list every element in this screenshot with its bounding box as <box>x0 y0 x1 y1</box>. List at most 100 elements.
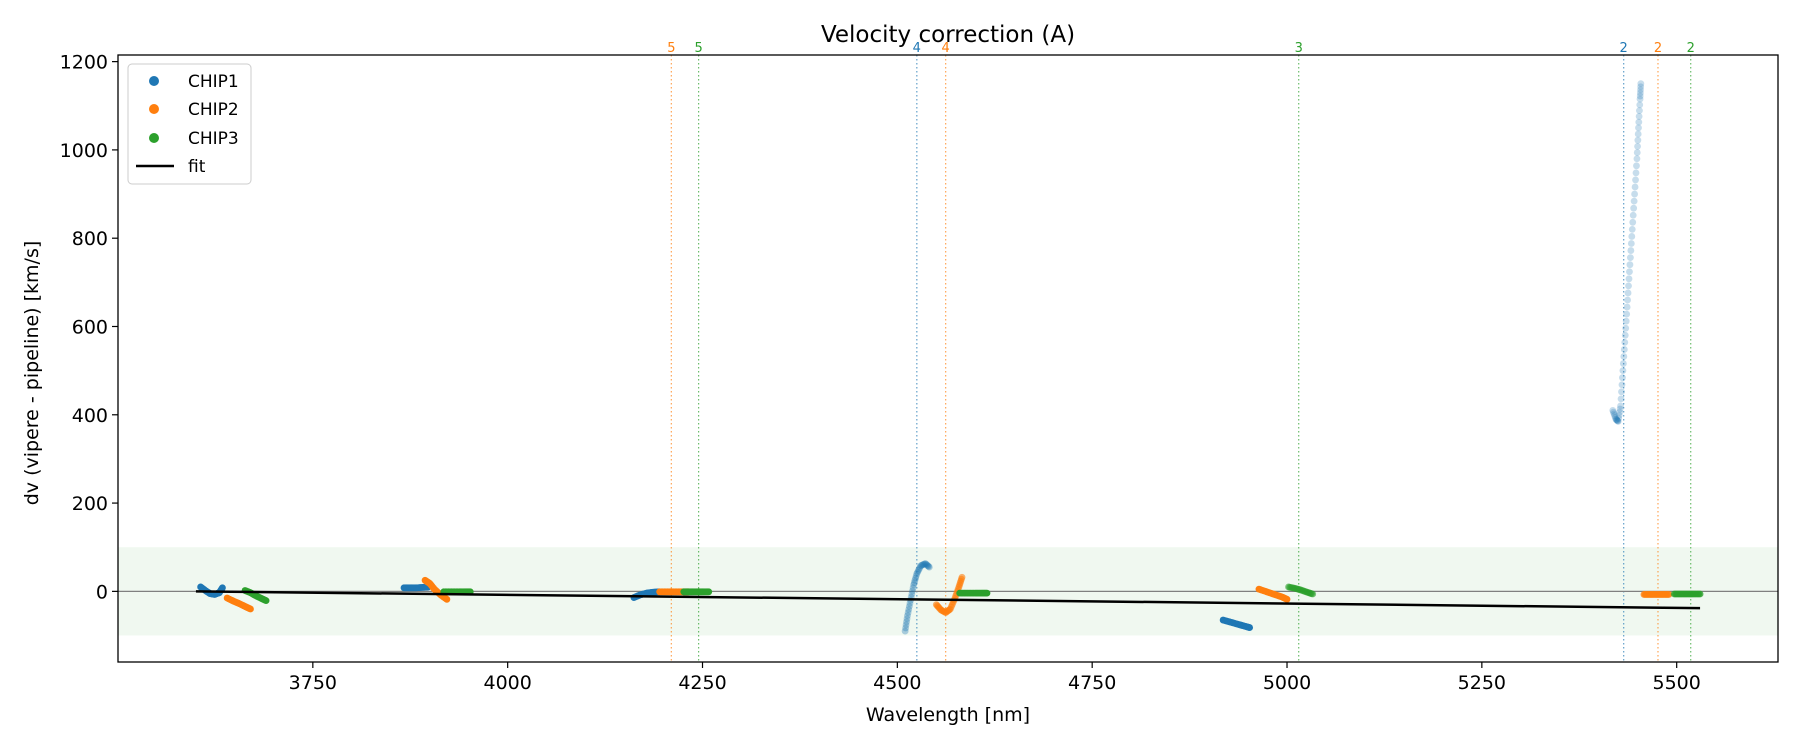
y-tick-label: 600 <box>72 316 108 338</box>
data-point <box>914 567 922 574</box>
data-point <box>1633 155 1641 163</box>
order-marker-label: 3 <box>1295 41 1303 56</box>
order-markers: 5 5 4 4 3 2 2 2 <box>667 41 1695 662</box>
data-point <box>912 572 920 580</box>
x-tick-label: 5500 <box>1653 672 1701 694</box>
data-point <box>1625 275 1633 283</box>
data-point <box>1632 169 1640 177</box>
x-tick-label: 4750 <box>1068 672 1116 694</box>
data-point <box>1629 211 1637 219</box>
data-point <box>443 595 451 603</box>
series-chip1-segment <box>1219 616 1254 631</box>
series-chip1-segment <box>1609 80 1645 425</box>
data-point <box>1309 590 1317 598</box>
data-point <box>915 565 923 573</box>
data-point <box>1634 142 1641 150</box>
data-point <box>906 599 914 607</box>
data-point <box>1626 254 1634 262</box>
data-point <box>1617 395 1625 403</box>
data-point <box>1626 268 1633 276</box>
legend-marker-chip1 <box>149 76 159 86</box>
data-point <box>1633 162 1640 170</box>
data-point <box>1618 388 1625 396</box>
data-point <box>925 563 933 571</box>
legend-label-chip3: CHIP3 <box>188 129 239 149</box>
data-point <box>902 621 910 629</box>
data-point <box>916 563 924 571</box>
data-point <box>1617 402 1624 410</box>
data-point <box>1622 317 1630 325</box>
y-tick-label: 800 <box>72 228 108 250</box>
order-marker-label: 2 <box>1687 41 1695 56</box>
x-tick-label: 5250 <box>1458 672 1506 694</box>
data-point <box>919 561 926 569</box>
data-point <box>1628 233 1636 240</box>
data-point <box>262 597 270 605</box>
data-point <box>1625 282 1632 290</box>
data-point <box>1631 190 1639 198</box>
y-axis-title: dv (vipere - pipeline) [km/s] <box>21 241 43 506</box>
data-point <box>1624 289 1632 297</box>
legend-frame <box>127 63 252 185</box>
data-point <box>1636 92 1644 100</box>
data-point <box>1610 410 1618 418</box>
data-point <box>1619 360 1627 367</box>
data-point <box>904 612 911 620</box>
data-point <box>1611 414 1619 421</box>
series-chip3-segment <box>1670 590 1704 598</box>
data-point <box>901 627 909 635</box>
order-marker-label: 4 <box>942 41 950 56</box>
x-tick-label: 3750 <box>289 672 337 694</box>
data-point <box>924 562 932 570</box>
series-chip2-segment <box>1255 585 1291 603</box>
x-axis-title: Wavelength [nm] <box>866 704 1030 726</box>
y-tick-label: 1200 <box>60 52 108 74</box>
series-chip3-segment <box>1285 583 1317 598</box>
data-point <box>923 561 931 569</box>
order-marker-label: 5 <box>694 41 702 56</box>
data-point <box>705 588 713 596</box>
plot-background <box>118 55 1778 662</box>
data-point <box>1283 595 1291 603</box>
data-point <box>1620 346 1628 353</box>
data-point <box>902 624 910 632</box>
axes: 3750 4000 4250 4500 4750 5000 5250 5500 0 200 400 6… <box>60 52 1779 694</box>
series-chip2-segment <box>223 594 254 613</box>
data-point <box>1630 197 1638 205</box>
data-point <box>1628 225 1636 233</box>
y-tick-label: 200 <box>72 493 108 515</box>
data-point <box>921 560 929 567</box>
data-point <box>1636 95 1644 103</box>
plot-area <box>118 55 1778 662</box>
data-point <box>909 584 917 592</box>
data-point <box>1611 412 1619 420</box>
series-chip3-segment <box>680 588 713 596</box>
data-point <box>1631 183 1639 191</box>
data-point <box>1636 101 1644 109</box>
data-point <box>1637 80 1645 88</box>
series-chip2-segment <box>1640 591 1673 598</box>
data-point <box>1615 411 1623 419</box>
legend-label-chip1: CHIP1 <box>188 72 239 92</box>
series-chip1-segment <box>400 583 432 592</box>
data-point <box>1637 86 1644 94</box>
legend-marker-chip2 <box>149 104 159 114</box>
data-point <box>918 561 926 569</box>
legend: CHIP1 CHIP2 CHIP3 fit <box>127 63 252 185</box>
data-point <box>1634 136 1642 144</box>
data-point <box>912 574 919 582</box>
data-point <box>1616 405 1624 413</box>
data-point <box>910 579 918 586</box>
data-point <box>1633 149 1641 156</box>
data-point <box>1636 89 1644 97</box>
data-point <box>1614 417 1622 425</box>
order-marker-label: 4 <box>913 41 921 56</box>
data-point <box>1630 204 1638 212</box>
x-tick-label: 4500 <box>873 672 921 694</box>
data-point <box>1613 417 1621 424</box>
data-point <box>1627 247 1635 254</box>
legend-label-chip2: CHIP2 <box>188 100 239 120</box>
data-point <box>1619 367 1627 375</box>
data-point <box>1616 408 1624 416</box>
data-point <box>1635 124 1642 132</box>
